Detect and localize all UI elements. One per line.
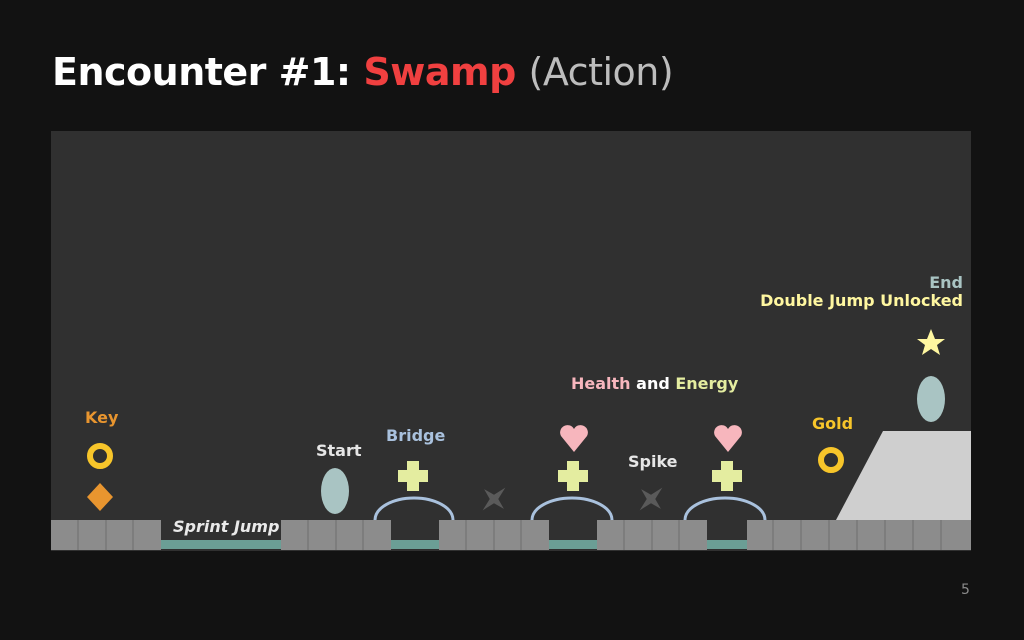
ground-segment: [281, 520, 391, 550]
energy-cross-icon: [712, 461, 742, 491]
level-map-canvas: [51, 329, 971, 550]
heart-icon: [560, 425, 588, 452]
page-number: 5: [961, 582, 970, 598]
title-highlight: Swamp: [363, 50, 516, 94]
ground-segment: [597, 520, 707, 550]
water-gap: [391, 540, 439, 549]
end-portal-icon: [917, 376, 945, 422]
water-gap: [161, 540, 281, 549]
sprint-jump-label: Sprint Jump: [173, 517, 280, 536]
double-jump-label: Double Jump Unlocked: [760, 291, 963, 310]
bridge-arc-icon: [373, 496, 455, 521]
ground-segment: [51, 520, 161, 550]
key-diamond-icon: [87, 483, 113, 511]
end-platform: [883, 431, 971, 520]
title-prefix: Encounter #1:: [52, 50, 351, 94]
and-label: and: [636, 374, 670, 393]
bridge-arc-icon: [530, 496, 614, 521]
spike-icon: [482, 487, 506, 511]
star-icon: [917, 329, 945, 355]
energy-cross-icon: [558, 461, 588, 491]
gold-ring-icon: [87, 443, 113, 469]
key-label: Key: [85, 408, 119, 427]
ground-segment: [439, 520, 549, 550]
ramp: [836, 431, 883, 520]
water-gap: [549, 540, 597, 549]
energy-cross-icon: [398, 461, 428, 491]
title-suffix: (Action): [528, 50, 674, 94]
energy-label: Energy: [675, 374, 739, 393]
health-label: Health: [571, 374, 631, 393]
gold-label: Gold: [812, 414, 854, 433]
spike-label: Spike: [628, 452, 678, 471]
bridge-label: Bridge: [386, 426, 446, 445]
start-portal-icon: [321, 468, 349, 514]
water-gap: [707, 540, 747, 549]
level-map-panel: Key Sprint Jump Start Bridge Health and …: [51, 131, 971, 551]
slide-title: Encounter #1: Swamp (Action): [52, 50, 674, 94]
start-label: Start: [316, 441, 362, 460]
gold-ring-icon: [818, 447, 844, 473]
heart-icon: [714, 425, 742, 452]
end-label: End: [929, 273, 963, 292]
ground-segment: [747, 520, 971, 550]
bridge-arc-icon: [683, 496, 767, 521]
spike-icon: [639, 487, 663, 511]
health-energy-label: Health and Energy: [571, 374, 738, 393]
